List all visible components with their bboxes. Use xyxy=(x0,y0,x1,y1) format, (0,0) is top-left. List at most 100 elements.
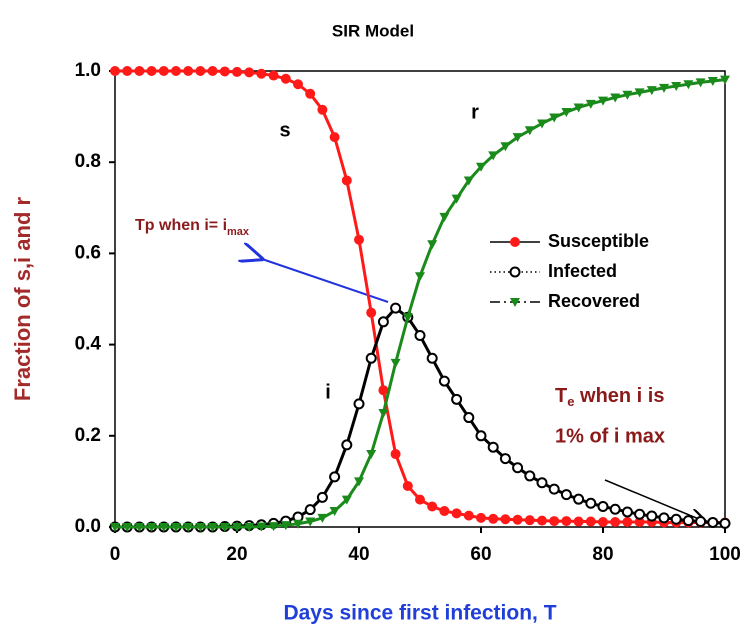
marker xyxy=(354,477,364,487)
x-tick-label: 20 xyxy=(226,544,247,565)
marker xyxy=(682,515,694,527)
marker xyxy=(427,501,438,512)
marker xyxy=(598,516,608,527)
marker xyxy=(476,512,486,523)
marker xyxy=(439,212,450,222)
y-tick-label: 0.0 xyxy=(75,516,101,537)
marker xyxy=(488,513,499,524)
marker xyxy=(573,516,584,527)
marker xyxy=(646,86,657,96)
arrow xyxy=(604,479,706,522)
marker xyxy=(621,506,633,518)
marker xyxy=(707,516,719,528)
marker xyxy=(585,99,596,109)
marker xyxy=(695,516,707,528)
marker xyxy=(573,103,584,113)
annotation: 1% of i max xyxy=(555,425,665,447)
annotation-text: when i is xyxy=(574,385,664,407)
marker xyxy=(659,83,669,93)
annotation-text: T xyxy=(555,385,567,407)
marker xyxy=(341,175,352,186)
legend-marker xyxy=(510,298,520,307)
chart-title: SIR Model xyxy=(332,21,414,40)
marker xyxy=(476,162,486,172)
annotation: Tp when i= imax xyxy=(135,217,250,238)
marker xyxy=(439,506,450,517)
marker xyxy=(610,516,621,527)
legend-label: Susceptible xyxy=(548,231,649,251)
marker xyxy=(219,523,230,532)
marker xyxy=(549,113,560,123)
y-tick-label: 0.6 xyxy=(75,242,101,263)
marker xyxy=(304,504,316,516)
marker xyxy=(500,142,511,152)
y-tick-label: 0.4 xyxy=(75,334,102,355)
marker xyxy=(537,119,547,129)
marker xyxy=(512,462,524,474)
marker xyxy=(487,441,499,453)
marker xyxy=(719,517,731,529)
annotation-sub: max xyxy=(227,226,250,238)
marker xyxy=(720,75,730,85)
marker xyxy=(512,133,523,143)
marker xyxy=(549,516,560,527)
marker xyxy=(365,352,377,364)
marker xyxy=(463,176,474,186)
marker xyxy=(634,508,646,520)
marker xyxy=(122,66,133,76)
marker xyxy=(537,515,547,526)
marker xyxy=(341,495,352,505)
marker xyxy=(622,516,633,527)
marker xyxy=(414,329,426,341)
x-tick-label: 100 xyxy=(709,544,741,565)
marker xyxy=(426,352,438,364)
marker xyxy=(451,393,463,405)
marker xyxy=(707,77,718,87)
marker xyxy=(598,96,608,106)
annotation-text: Tp when i= i xyxy=(135,217,227,234)
marker xyxy=(377,316,389,328)
marker xyxy=(451,194,462,204)
marker xyxy=(195,66,206,76)
legend-label: Infected xyxy=(548,261,617,281)
marker xyxy=(683,80,694,90)
marker xyxy=(524,515,535,526)
marker xyxy=(366,450,377,460)
marker xyxy=(207,523,218,532)
plot-frame xyxy=(114,70,726,528)
marker xyxy=(390,302,402,314)
marker xyxy=(268,70,279,81)
marker xyxy=(378,385,389,396)
marker xyxy=(329,471,341,483)
x-tick-label: 80 xyxy=(592,544,613,565)
x-tick-label: 60 xyxy=(470,544,491,565)
annotation: i xyxy=(325,381,331,403)
x-axis-label: Days since first infection, T xyxy=(283,602,556,625)
marker xyxy=(329,507,340,517)
marker xyxy=(427,240,438,250)
marker xyxy=(658,512,670,524)
y-tick-label: 1.0 xyxy=(75,60,101,81)
marker xyxy=(524,470,536,482)
marker xyxy=(390,449,401,460)
marker xyxy=(463,412,475,424)
y-tick-label: 0.2 xyxy=(75,425,101,446)
marker xyxy=(158,66,169,76)
marker xyxy=(329,132,340,143)
marker xyxy=(317,104,328,115)
marker xyxy=(561,516,572,527)
marker xyxy=(548,483,560,495)
marker xyxy=(366,307,377,318)
marker xyxy=(183,523,194,532)
marker xyxy=(402,480,413,491)
legend-marker xyxy=(510,237,520,247)
marker xyxy=(451,508,462,519)
marker xyxy=(695,78,706,88)
marker xyxy=(378,409,389,418)
marker xyxy=(415,272,425,282)
marker xyxy=(536,477,548,489)
legend-label: Recovered xyxy=(548,291,640,311)
marker xyxy=(585,516,596,527)
marker xyxy=(402,313,413,323)
